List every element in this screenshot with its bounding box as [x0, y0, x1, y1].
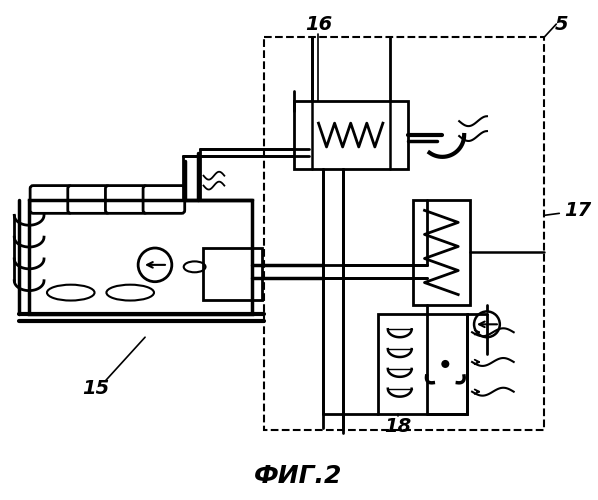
Text: 17: 17 [565, 201, 591, 220]
Text: 5: 5 [554, 14, 568, 34]
Circle shape [443, 361, 448, 367]
Bar [29, 200, 252, 314]
FancyBboxPatch shape [143, 186, 185, 214]
Circle shape [138, 248, 172, 282]
Text: 18: 18 [384, 417, 411, 436]
Text: 16: 16 [305, 14, 332, 34]
Bar [203, 248, 262, 300]
Bar [264, 37, 544, 430]
Bar [378, 314, 467, 414]
Bar [294, 102, 408, 168]
FancyBboxPatch shape [105, 186, 147, 214]
Text: ФИГ.2: ФИГ.2 [254, 464, 342, 488]
FancyBboxPatch shape [30, 186, 72, 214]
FancyBboxPatch shape [68, 186, 109, 214]
Circle shape [474, 312, 500, 337]
Text: 15: 15 [82, 379, 109, 398]
Bar [413, 200, 470, 304]
